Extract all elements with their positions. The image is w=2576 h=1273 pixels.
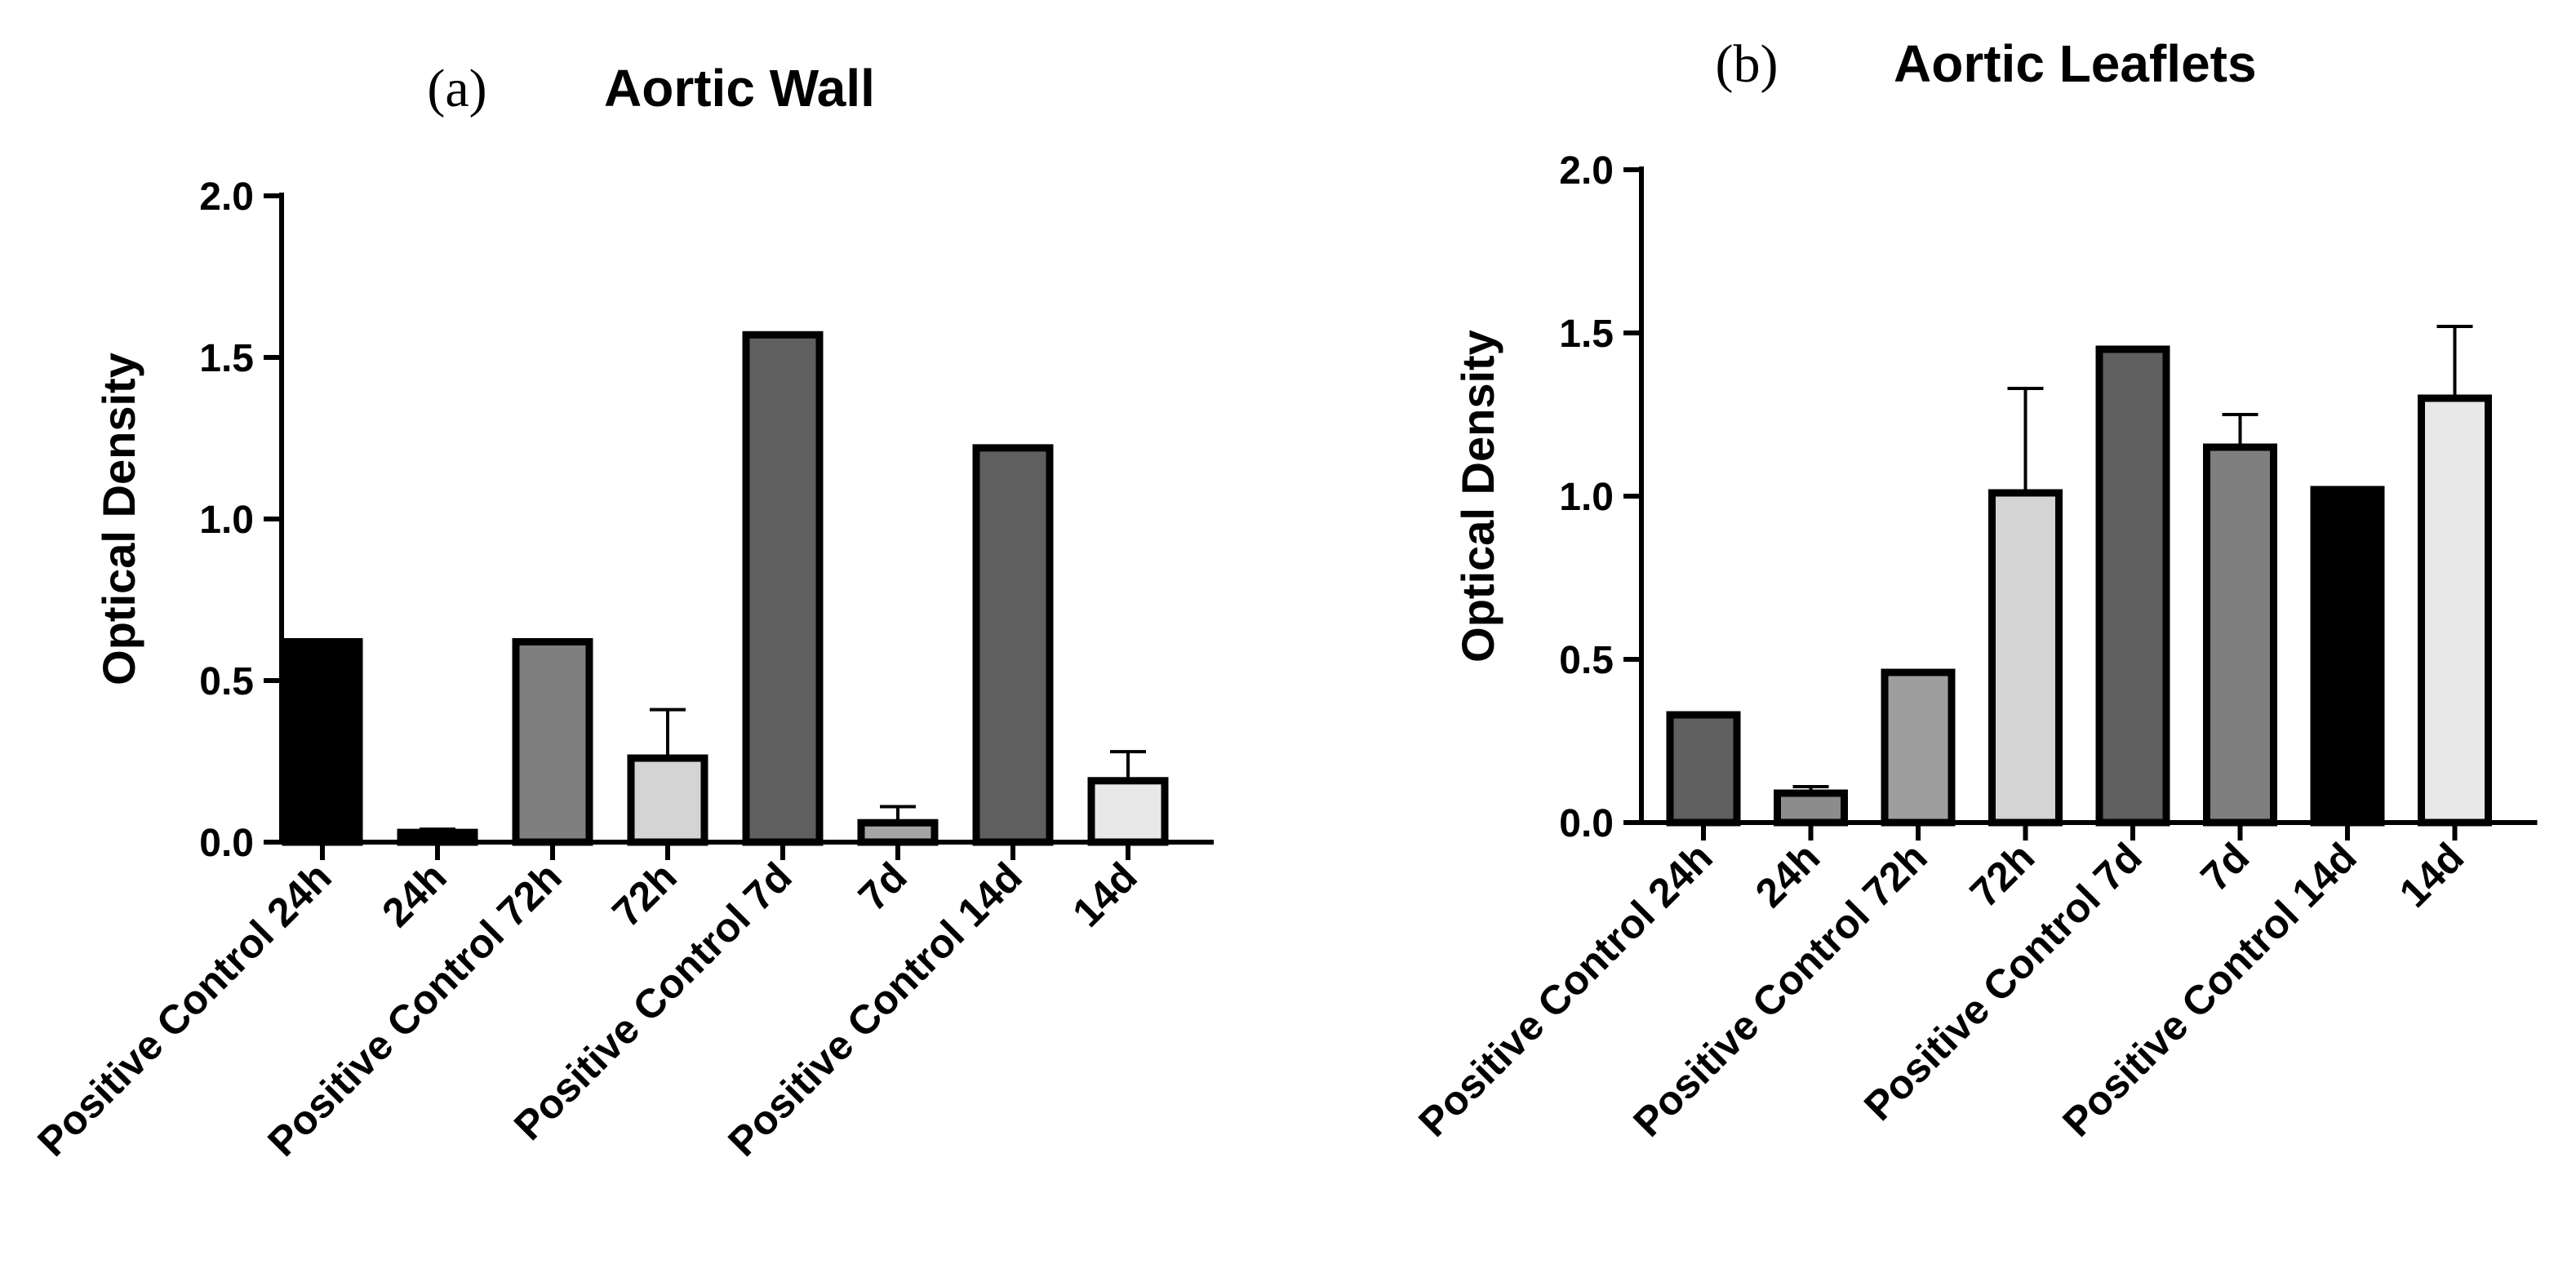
y-tick-label-1: 0.0 (1559, 802, 1614, 845)
bar-6 (2203, 443, 2277, 827)
bar-7 (972, 444, 1054, 846)
panel-letter: (a) (427, 59, 486, 118)
chart-aortic-leaflets: (b) Aortic Leaflets Optical Density 0.0 0.5 1… (1410, 34, 2538, 1146)
x-tick-label-6: 7d (850, 854, 916, 920)
y-tick-label-4: 1.5 (1559, 313, 1614, 356)
bar-2 (1774, 789, 1848, 827)
y-tick-label-3: 1.0 (199, 499, 254, 542)
chart-title: Aortic Leaflets (1894, 34, 2257, 93)
x-tick-label-4: 72h (603, 854, 686, 936)
chart-aortic-wall: (a) Aortic Wall Optical Density 0.0 0.5 1.0 1.… (29, 59, 1214, 1165)
x-tick-label-4: 72h (1961, 834, 2044, 916)
y-tick-label-2: 0.5 (199, 660, 254, 703)
y-tick-label-4: 1.5 (199, 337, 254, 380)
bar-4 (1988, 489, 2063, 827)
bar-4 (627, 754, 708, 846)
y-tick-label-2: 0.5 (1559, 639, 1614, 682)
bar-1 (282, 637, 363, 846)
bar-5 (742, 330, 824, 846)
y-tick-label-3: 1.0 (1559, 476, 1614, 519)
y-tick-label-5: 2.0 (1559, 149, 1614, 193)
x-tick-label-8: 14d (1064, 854, 1146, 936)
bar-1 (1666, 711, 1741, 827)
bar-3 (512, 637, 593, 846)
y-tick-label-1: 0.0 (199, 822, 254, 865)
bar-8 (2418, 394, 2492, 827)
chart-title: Aortic Wall (604, 59, 875, 118)
x-tick-label-2: 24h (373, 854, 455, 936)
bar-5 (2095, 345, 2170, 827)
y-axis-label: Optical Density (93, 353, 144, 685)
x-tick-label-8: 14d (2391, 834, 2473, 916)
bar-3 (1881, 668, 1956, 827)
x-tick-label-2: 24h (1747, 834, 1829, 916)
bar-6 (857, 818, 939, 846)
y-axis-label: Optical Density (1452, 330, 1503, 663)
bar-7 (2310, 486, 2385, 827)
x-tick-label-6: 7d (2192, 834, 2258, 900)
y-tick-label-5: 2.0 (199, 175, 254, 219)
panel-letter: (b) (1716, 34, 1779, 94)
bar-8 (1087, 777, 1169, 846)
